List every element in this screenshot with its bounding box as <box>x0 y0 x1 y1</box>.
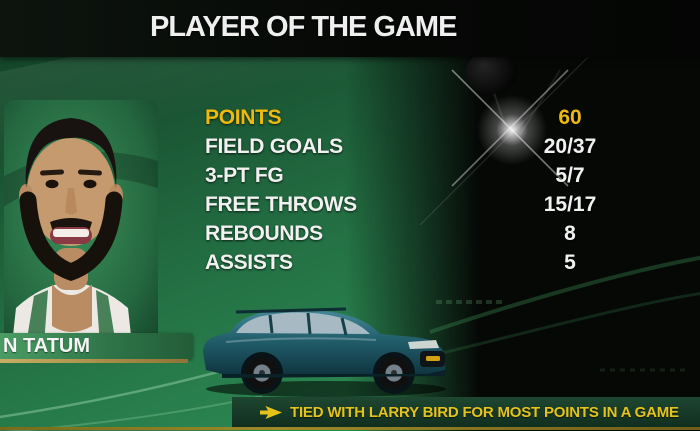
stat-label: ASSISTS <box>205 251 293 274</box>
stat-value: 60 <box>558 106 582 129</box>
stat-value: 20/37 <box>543 135 597 158</box>
stat-row: FREE THROWS 15/17 <box>200 190 630 219</box>
player-headshot-illustration <box>4 100 158 345</box>
arrow-right-icon <box>260 405 282 419</box>
stat-value: 5/7 <box>555 164 585 187</box>
stat-label: POINTS <box>205 106 282 129</box>
stat-label: FREE THROWS <box>205 193 357 216</box>
stat-label: 3-PT FG <box>205 164 284 187</box>
ticker-bar: TIED WITH LARRY BIRD FOR MOST POINTS IN … <box>232 397 700 427</box>
stat-value: 5 <box>564 251 576 274</box>
stat-row: FIELD GOALS 20/37 <box>200 132 630 161</box>
sponsor-car-image <box>196 290 458 398</box>
stat-row: REBOUNDS 8 <box>200 219 630 248</box>
stat-row: POINTS 60 <box>200 103 630 132</box>
bottom-gold-line <box>0 427 700 430</box>
player-name-label: N TATUM <box>3 335 91 357</box>
stat-value: 8 <box>564 222 576 245</box>
stat-label: FIELD GOALS <box>205 135 343 158</box>
stat-row: ASSISTS 5 <box>200 248 630 277</box>
ticker-text: TIED WITH LARRY BIRD FOR MOST POINTS IN … <box>290 403 679 421</box>
stat-value: 15/17 <box>543 193 597 216</box>
player-photo <box>4 100 158 345</box>
stat-label: REBOUNDS <box>205 222 323 245</box>
lens-flare <box>472 90 552 170</box>
stat-row: 3-PT FG 5/7 <box>200 161 630 190</box>
stats-panel: POINTS 60 FIELD GOALS 20/37 3-PT FG 5/7 … <box>200 103 630 277</box>
chevrolet-bowtie-icon <box>426 356 440 361</box>
banner-gold-underline <box>0 359 188 363</box>
page-title: PLAYER OF THE GAME <box>150 11 457 43</box>
header-band <box>0 0 700 57</box>
trophy-silhouette <box>466 50 518 94</box>
player-name-banner: N TATUM <box>0 333 193 359</box>
